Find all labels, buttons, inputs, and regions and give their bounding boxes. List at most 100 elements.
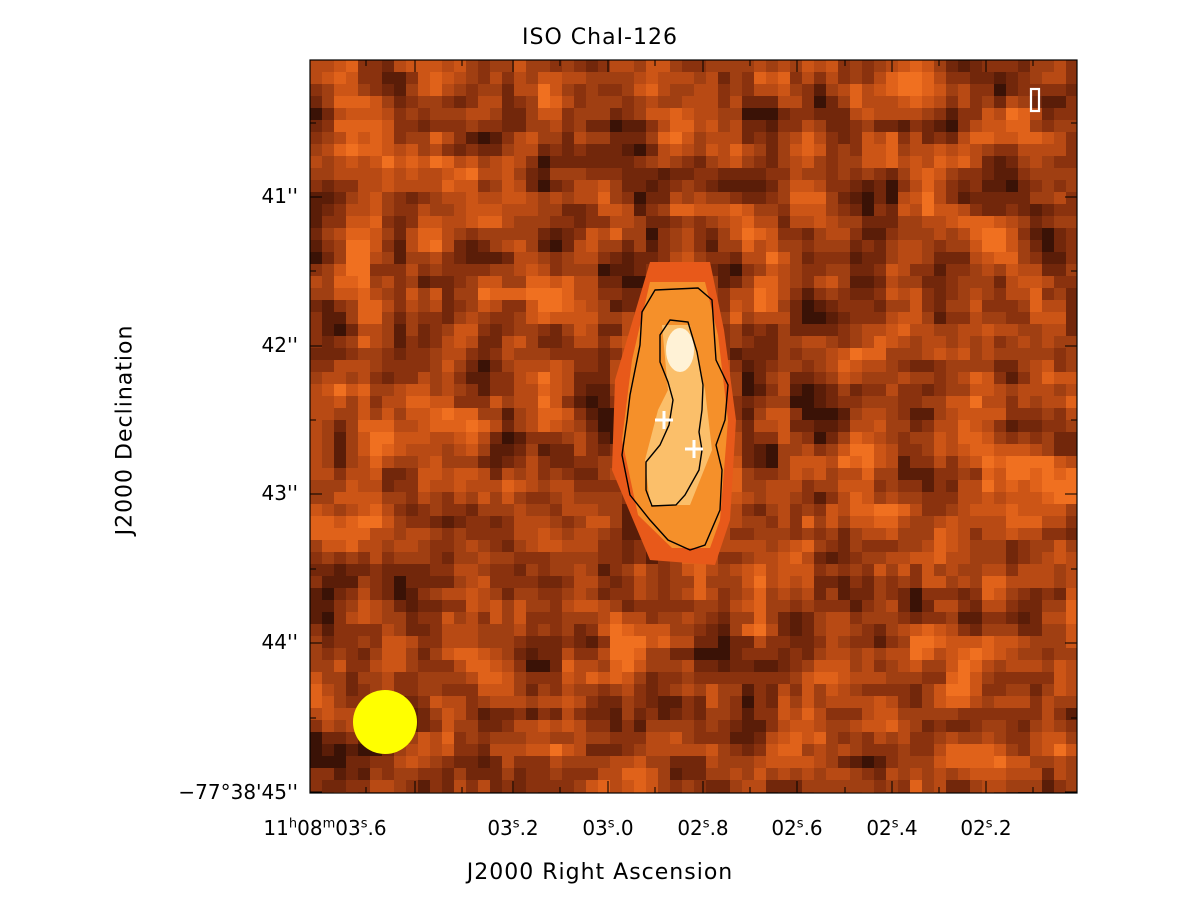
map-pixel [754, 216, 766, 228]
map-pixel [310, 132, 322, 144]
map-pixel [958, 60, 970, 72]
map-pixel [1030, 492, 1042, 504]
map-pixel [442, 288, 454, 300]
map-pixel [754, 504, 766, 516]
map-pixel [826, 348, 838, 360]
map-pixel [1030, 780, 1042, 792]
map-pixel [838, 384, 850, 396]
map-pixel [850, 288, 862, 300]
map-pixel [826, 528, 838, 540]
map-pixel [310, 720, 322, 732]
map-pixel [670, 768, 682, 780]
map-pixel [538, 744, 550, 756]
map-pixel [514, 528, 526, 540]
map-pixel [754, 456, 766, 468]
map-pixel [430, 216, 442, 228]
map-pixel [958, 792, 970, 793]
map-pixel [922, 768, 934, 780]
map-pixel [370, 180, 382, 192]
map-pixel [406, 432, 418, 444]
map-pixel [334, 516, 346, 528]
map-pixel [838, 576, 850, 588]
map-pixel [1006, 636, 1018, 648]
map-pixel [814, 792, 826, 793]
map-pixel [910, 528, 922, 540]
map-pixel [922, 480, 934, 492]
map-pixel [682, 720, 694, 732]
map-pixel [958, 204, 970, 216]
map-pixel [406, 636, 418, 648]
map-pixel [970, 540, 982, 552]
map-pixel [982, 444, 994, 456]
map-pixel [310, 168, 322, 180]
map-pixel [742, 564, 754, 576]
map-pixel [658, 108, 670, 120]
map-pixel [970, 552, 982, 564]
map-pixel [910, 288, 922, 300]
map-pixel [346, 636, 358, 648]
map-pixel [526, 648, 538, 660]
map-pixel [1054, 204, 1066, 216]
x-tick-label: 03s.2 [487, 816, 539, 840]
map-pixel [718, 96, 730, 108]
map-pixel [394, 240, 406, 252]
map-pixel [418, 780, 430, 792]
map-pixel [358, 348, 370, 360]
map-pixel [586, 156, 598, 168]
map-pixel [1042, 108, 1054, 120]
map-pixel [382, 636, 394, 648]
map-pixel [346, 396, 358, 408]
map-pixel [982, 312, 994, 324]
map-pixel [442, 756, 454, 768]
map-pixel [934, 744, 946, 756]
map-pixel [790, 108, 802, 120]
map-pixel [562, 612, 574, 624]
map-pixel [514, 540, 526, 552]
map-pixel [862, 384, 874, 396]
map-pixel [382, 552, 394, 564]
map-pixel [1006, 492, 1018, 504]
map-pixel [418, 60, 430, 72]
map-pixel [430, 708, 442, 720]
map-pixel [1018, 672, 1030, 684]
map-pixel [334, 408, 346, 420]
map-pixel [466, 96, 478, 108]
map-pixel [526, 228, 538, 240]
map-pixel [358, 672, 370, 684]
map-pixel [958, 168, 970, 180]
map-pixel [850, 348, 862, 360]
map-pixel [610, 348, 622, 360]
map-pixel [334, 192, 346, 204]
map-pixel [886, 480, 898, 492]
map-pixel [802, 780, 814, 792]
map-pixel [1042, 60, 1054, 72]
map-pixel [790, 600, 802, 612]
map-pixel [838, 84, 850, 96]
map-pixel [706, 588, 718, 600]
map-pixel [502, 120, 514, 132]
map-pixel [466, 612, 478, 624]
map-pixel [622, 312, 634, 324]
map-pixel [754, 228, 766, 240]
map-pixel [958, 468, 970, 480]
map-pixel [1066, 60, 1077, 72]
map-pixel [310, 456, 322, 468]
map-pixel [790, 360, 802, 372]
map-pixel [1066, 516, 1077, 528]
map-pixel [814, 324, 826, 336]
map-pixel [550, 396, 562, 408]
map-pixel [466, 384, 478, 396]
map-pixel [346, 132, 358, 144]
map-pixel [442, 408, 454, 420]
map-pixel [490, 84, 502, 96]
map-pixel [562, 312, 574, 324]
map-pixel [550, 684, 562, 696]
map-pixel [838, 480, 850, 492]
map-pixel [670, 204, 682, 216]
map-pixel [1030, 432, 1042, 444]
map-pixel [898, 180, 910, 192]
map-pixel [802, 84, 814, 96]
map-pixel [1030, 216, 1042, 228]
map-pixel [442, 732, 454, 744]
map-pixel [1030, 792, 1042, 793]
